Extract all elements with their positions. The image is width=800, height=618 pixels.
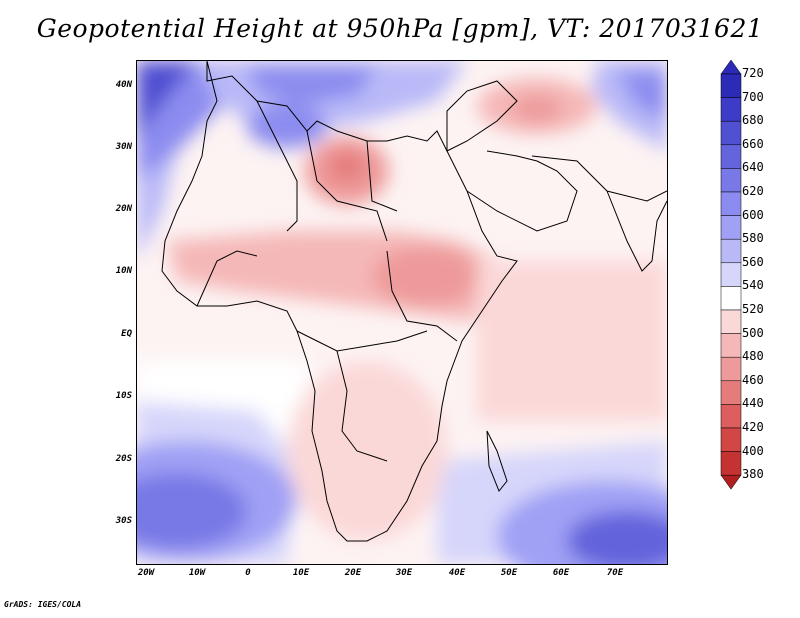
colorbar-label: 580 — [742, 231, 764, 246]
coastline — [161, 61, 667, 542]
lon-tick-0: 0 — [245, 568, 251, 578]
colorbar-label: 380 — [742, 467, 764, 482]
colorbar-cell — [720, 120, 742, 146]
lat-tick-30n: 30N — [115, 142, 132, 152]
colorbar-cell — [720, 144, 742, 169]
colorbar-cell — [720, 97, 742, 122]
colorbar-cell — [720, 168, 742, 193]
colorbar-cell — [720, 451, 742, 476]
lat-tick-30s: 30S — [115, 516, 132, 526]
colorbar-cell — [720, 309, 742, 334]
lat-tick-20n: 20N — [115, 204, 132, 214]
colorbar-label: 400 — [742, 443, 764, 458]
colorbar-label: 620 — [742, 184, 764, 198]
colorbar-label: 520 — [742, 302, 764, 316]
colorbar-cell — [720, 427, 742, 452]
lon-tick-40e: 40E — [448, 568, 466, 578]
colorbar-cell — [720, 238, 742, 264]
colorbar-label: 440 — [742, 396, 764, 411]
colorbar-top-arrow — [720, 60, 742, 75]
colorbar-label: 460 — [742, 372, 764, 387]
lon-tick-10e: 10E — [292, 568, 310, 578]
lat-tick-10s: 10S — [115, 391, 132, 401]
colorbar-label: 660 — [742, 136, 764, 151]
map-plot-area — [136, 60, 668, 565]
lon-tick-20e: 20E — [344, 568, 362, 578]
colorbar-label: 560 — [742, 254, 764, 269]
colorbar-label: 640 — [742, 160, 764, 175]
colorbar-cell — [720, 333, 742, 358]
colorbar-label: 600 — [742, 207, 764, 222]
geopotential-field — [137, 61, 667, 564]
chart-title: Geopotential Height at 950hPa [gpm], VT:… — [36, 14, 764, 43]
colorbar-label: 720 — [742, 66, 764, 80]
colorbar — [720, 60, 742, 490]
colorbar-cell — [720, 191, 742, 216]
colorbar-cell — [720, 380, 742, 405]
colorbar-cell — [720, 286, 742, 311]
colorbar-cell — [720, 404, 742, 429]
lon-tick-30e: 30E — [395, 568, 413, 578]
footer-credit: GrADS: IGES/COLA — [4, 600, 82, 609]
colorbar-label: 700 — [742, 89, 764, 104]
colorbar-label: 480 — [742, 349, 764, 364]
colorbar-cell — [720, 215, 742, 240]
lat-tick-10n: 10N — [115, 266, 132, 276]
lon-tick-70e: 70E — [606, 568, 624, 578]
colorbar-cell — [720, 73, 742, 98]
colorbar-cell — [720, 262, 742, 287]
colorbar-cell — [720, 356, 742, 382]
colorbar-label: 680 — [742, 113, 764, 128]
lon-tick-60e: 60E — [552, 568, 570, 578]
lat-tick-eq: EQ — [121, 329, 132, 339]
colorbar-label: 500 — [742, 325, 764, 340]
lon-tick-50e: 50E — [500, 568, 518, 578]
colorbar-label: 420 — [742, 420, 764, 434]
lon-tick-20w: 20W — [137, 568, 155, 578]
colorbar-label: 540 — [742, 278, 764, 293]
lat-tick-40n: 40N — [115, 80, 132, 90]
colorbar-bottom-arrow — [720, 474, 742, 490]
lon-tick-10w: 10W — [188, 568, 206, 578]
lat-tick-20s: 20S — [115, 454, 132, 464]
